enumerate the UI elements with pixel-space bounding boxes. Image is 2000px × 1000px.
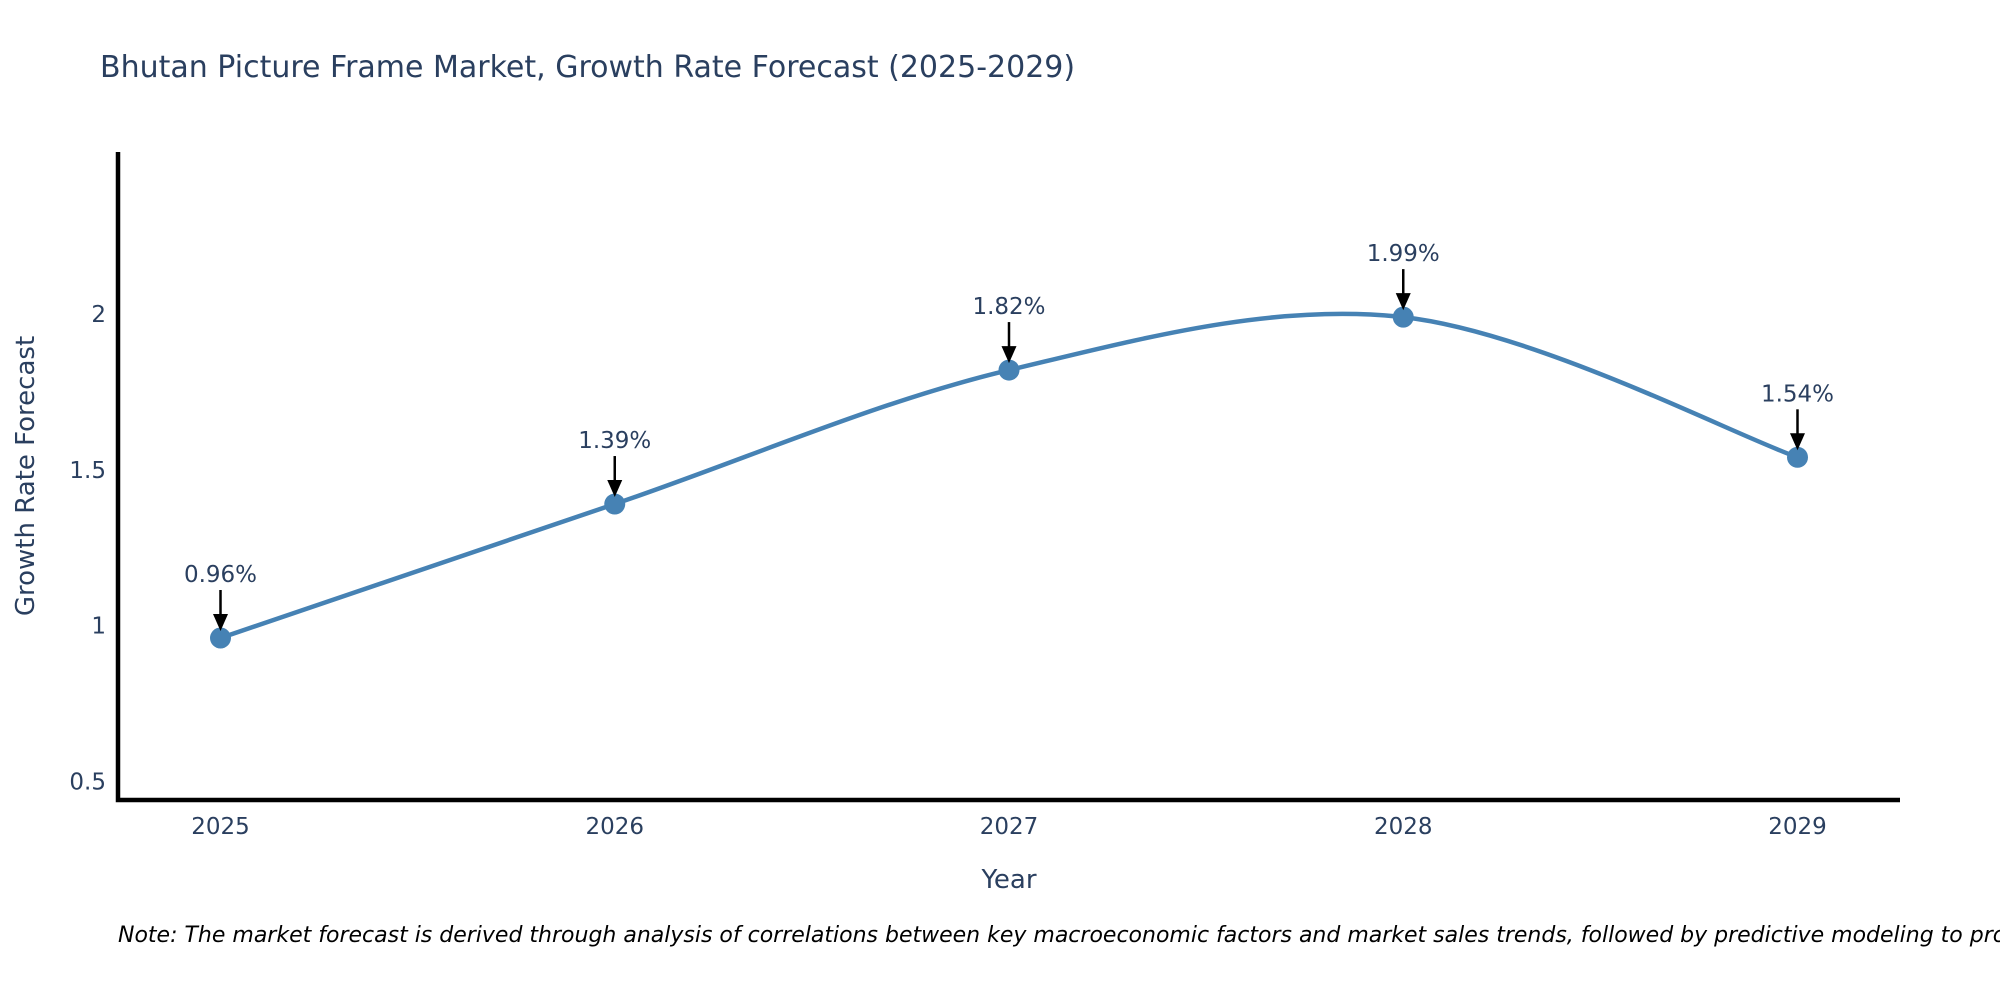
x-tick-label: 2027 — [980, 814, 1039, 840]
data-point-marker — [604, 493, 626, 515]
data-point-label: 1.54% — [1761, 381, 1834, 407]
annotation-arrowhead-icon — [1001, 346, 1017, 364]
y-tick-label: 1 — [91, 614, 106, 640]
annotation-arrowhead-icon — [1395, 293, 1411, 311]
data-point-label: 1.82% — [972, 294, 1045, 320]
x-axis-ticks: 2025 2026 2027 2028 2029 — [191, 814, 1827, 840]
data-point-marker — [1392, 306, 1414, 328]
y-axis-ticks: 0.5 1 1.5 2 — [69, 302, 106, 795]
data-point-label: 0.96% — [184, 562, 257, 588]
data-point-marker — [998, 359, 1020, 381]
data-series: 0.96% 1.39% 1.82% 1.99% 1.54% — [184, 241, 1834, 649]
chart-title: Bhutan Picture Frame Market, Growth Rate… — [100, 50, 1075, 85]
annotation-arrowhead-icon — [213, 614, 229, 631]
x-tick-label: 2026 — [585, 814, 644, 840]
y-tick-label: 1.5 — [69, 458, 106, 484]
footnote: Note: The market forecast is derived thr… — [118, 923, 2000, 948]
data-point-label: 1.99% — [1367, 241, 1440, 267]
annotation-arrowhead-icon — [1789, 433, 1805, 451]
y-axis-title: Growth Rate Forecast — [11, 336, 41, 616]
x-axis-title: Year — [980, 865, 1036, 895]
data-point-label: 1.39% — [578, 428, 651, 454]
annotation-arrowhead-icon — [607, 480, 623, 498]
data-point-marker — [1786, 446, 1808, 468]
data-point-marker — [210, 627, 232, 649]
x-tick-label: 2029 — [1768, 814, 1827, 840]
y-tick-label: 0.5 — [69, 769, 106, 795]
axis-lines — [115, 152, 1900, 803]
y-tick-label: 2 — [91, 302, 106, 328]
x-tick-label: 2025 — [191, 814, 250, 840]
x-tick-label: 2028 — [1374, 814, 1433, 840]
